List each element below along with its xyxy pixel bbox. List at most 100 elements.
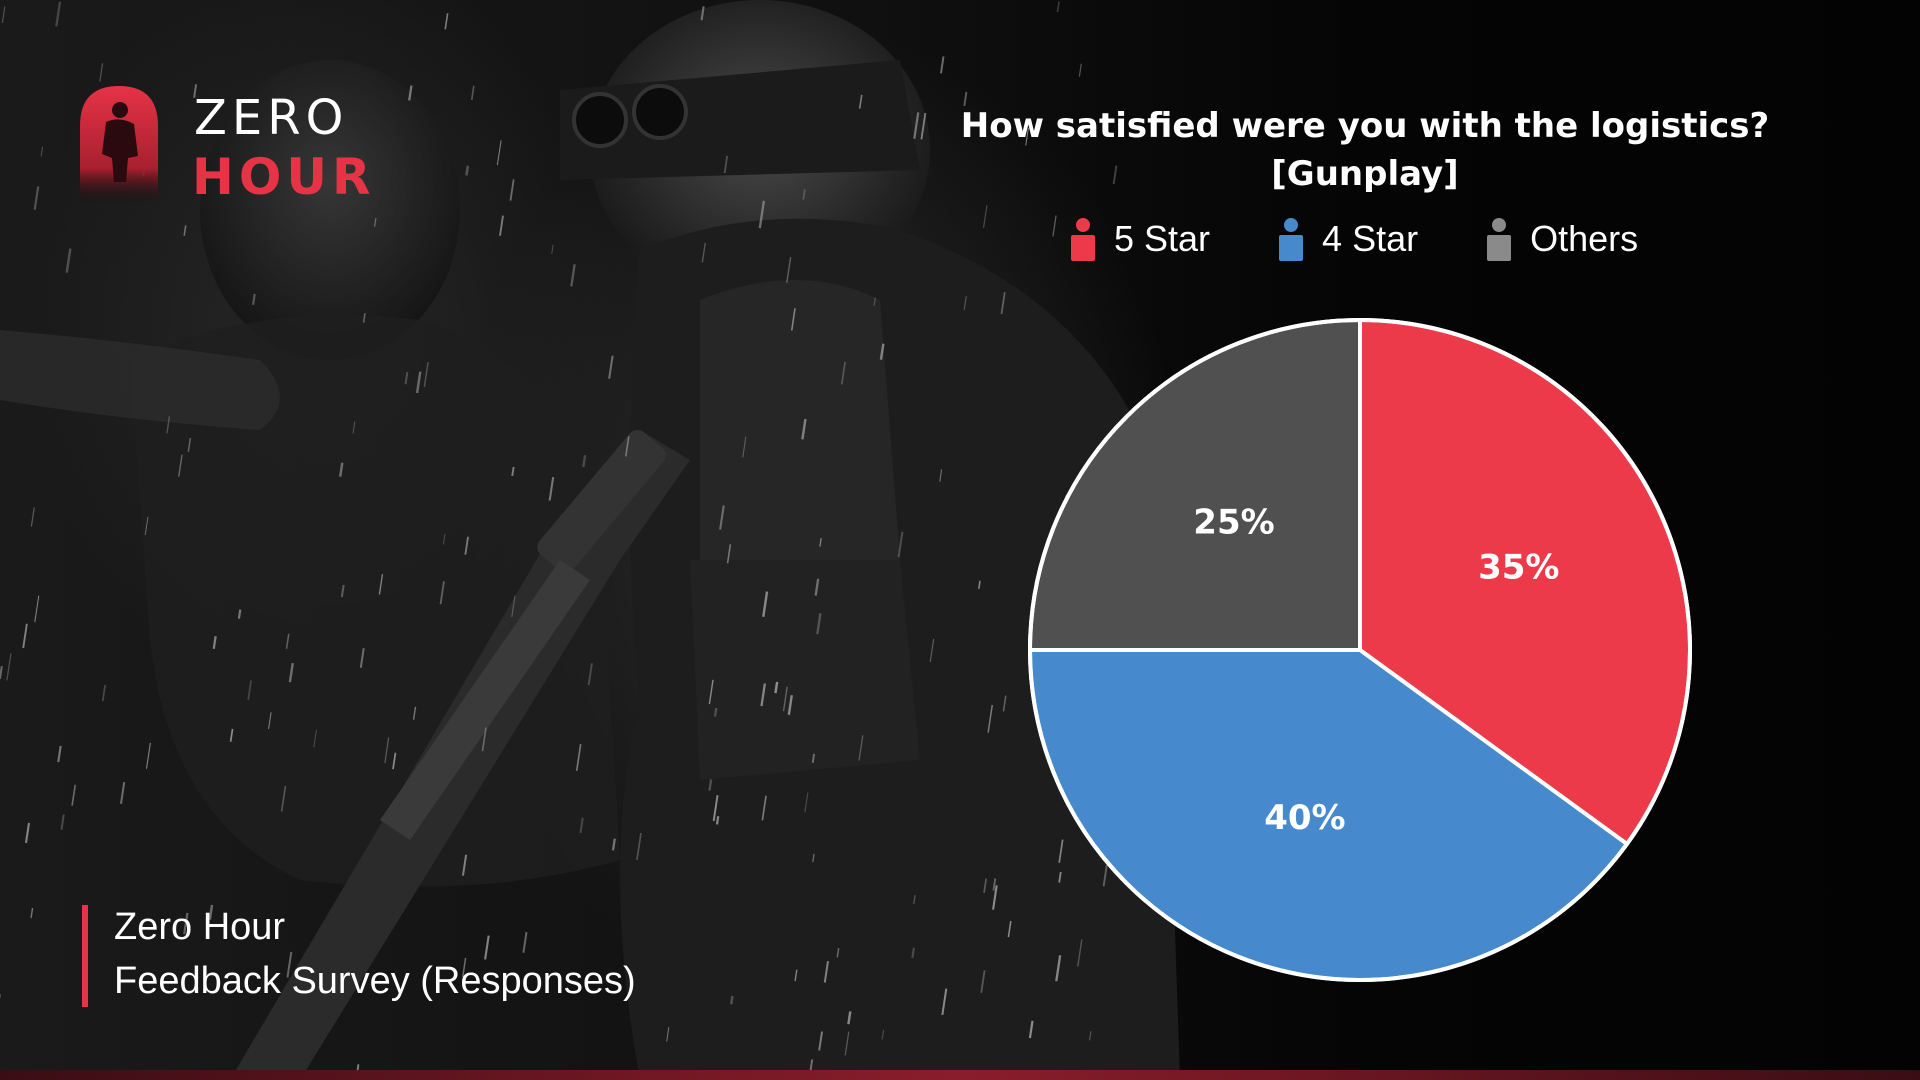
rain-streak xyxy=(144,516,149,536)
rain-streak xyxy=(40,146,44,157)
rain-streak xyxy=(339,462,344,477)
rain-streak xyxy=(120,781,126,804)
rain-streak xyxy=(913,895,916,905)
rain-streak xyxy=(625,436,630,457)
rain-streak xyxy=(636,832,642,861)
rain-streak xyxy=(992,878,997,891)
rain-streak xyxy=(522,931,528,953)
rain-streak xyxy=(730,995,734,1005)
rain-streak xyxy=(742,436,747,458)
person-icon xyxy=(1487,218,1512,261)
rain-streak xyxy=(511,466,515,477)
rain-streak xyxy=(1058,871,1062,883)
rain-streak xyxy=(373,217,377,227)
rain-streak xyxy=(499,215,504,236)
legend-label: 5 Star xyxy=(1114,218,1211,259)
rain-streak xyxy=(873,297,876,306)
rain-streak xyxy=(412,706,417,720)
rain-streak xyxy=(881,1029,885,1040)
rain-streak xyxy=(579,817,584,834)
rain-streak xyxy=(415,371,422,394)
rain-streak xyxy=(252,293,256,305)
rain-streak xyxy=(726,544,732,564)
rain-streak xyxy=(285,633,290,649)
rain-streak xyxy=(819,537,822,547)
rain-streak xyxy=(34,595,40,623)
rain-streak xyxy=(60,814,65,830)
rain-streak xyxy=(723,155,729,174)
rain-streak xyxy=(804,792,809,813)
rain-streak xyxy=(384,737,390,764)
rain-streak xyxy=(761,795,767,821)
legend-label: Others xyxy=(1530,218,1639,259)
pie-data-label: 25% xyxy=(1193,502,1274,542)
rain-streak xyxy=(352,421,356,434)
rain-streak xyxy=(30,907,34,919)
rain-streak xyxy=(823,960,829,983)
rain-streak xyxy=(774,681,779,694)
chart-subtitle: [Gunplay] xyxy=(1271,154,1459,194)
rain-streak xyxy=(1002,695,1007,712)
legend-item-others: Others xyxy=(1486,217,1638,261)
rain-streak xyxy=(940,56,945,74)
rain-streak xyxy=(166,416,171,434)
rain-streak xyxy=(787,695,793,715)
rain-streak xyxy=(0,666,3,679)
rain-streak xyxy=(496,140,502,166)
rain-streak xyxy=(818,1031,823,1051)
pie-data-label: 35% xyxy=(1478,548,1559,588)
rain-streak xyxy=(963,91,968,107)
rain-streak xyxy=(715,815,720,825)
rain-streak xyxy=(575,743,582,772)
rain-streak xyxy=(897,531,904,558)
rain-streak xyxy=(511,595,516,618)
rain-streak xyxy=(712,795,719,822)
rain-streak xyxy=(1055,955,1062,982)
rain-streak xyxy=(470,85,475,100)
rain-streak xyxy=(582,454,587,468)
rain-streak xyxy=(794,969,798,982)
rain-streak xyxy=(844,1031,850,1056)
rain-streak xyxy=(1028,1020,1034,1039)
rain-streak xyxy=(178,454,183,477)
rain-streak xyxy=(814,578,820,596)
rain-streak xyxy=(183,225,187,236)
chart-legend: 5 Star 4 Star Others xyxy=(1070,214,1706,264)
rain-streak xyxy=(719,505,725,530)
slide-caption: Zero Hour Feedback Survey (Responses) xyxy=(114,900,636,1008)
rain-streak xyxy=(992,885,998,910)
rain-streak xyxy=(99,63,104,82)
rain-streak xyxy=(708,779,713,791)
rain-streak xyxy=(858,735,864,761)
rain-streak xyxy=(987,704,994,733)
rain-streak xyxy=(713,707,718,717)
rain-streak xyxy=(608,355,614,379)
rain-streak xyxy=(1,6,6,23)
pie-outline xyxy=(1028,318,1692,982)
rain-streak xyxy=(911,947,916,959)
rain-streak xyxy=(71,784,77,806)
rain-streak xyxy=(1102,864,1108,887)
person-icon xyxy=(1279,218,1304,261)
caption-accent-bar xyxy=(82,905,88,1007)
pie-data-label: 40% xyxy=(1264,798,1345,838)
rain-streak xyxy=(700,6,705,21)
legend-item-5-star: 5 Star xyxy=(1070,217,1210,261)
rain-streak xyxy=(378,574,384,595)
rain-streak xyxy=(762,591,769,617)
rain-streak xyxy=(193,84,198,98)
rain-streak xyxy=(444,13,449,30)
rain-streak xyxy=(836,947,840,958)
rain-streak xyxy=(551,244,554,255)
rain-streak xyxy=(1089,1031,1092,1041)
rain-streak xyxy=(980,970,986,994)
rain-streak xyxy=(816,613,822,635)
rain-streak xyxy=(963,296,967,311)
rain-streak xyxy=(570,264,576,287)
rain-streak xyxy=(183,912,189,935)
legend-item-4-star: 4 Star xyxy=(1278,217,1418,261)
rain-streak xyxy=(101,684,106,702)
logo-word-hour: HOUR xyxy=(192,148,376,206)
